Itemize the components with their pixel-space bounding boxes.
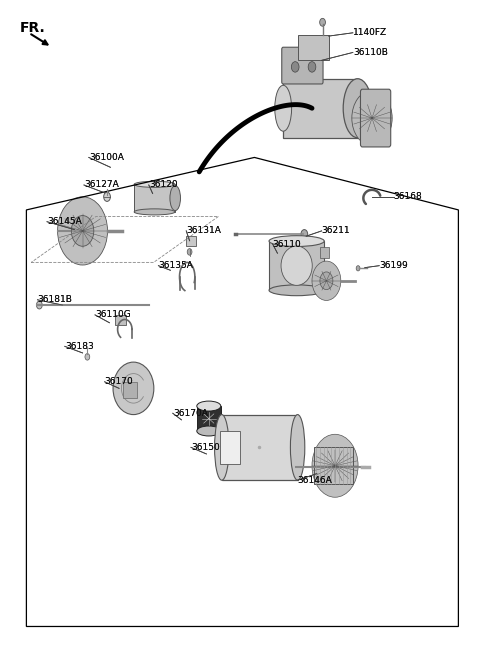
Bar — [220, 431, 240, 464]
Text: 36170: 36170 — [105, 377, 133, 386]
Ellipse shape — [197, 426, 221, 436]
Ellipse shape — [275, 85, 291, 131]
Circle shape — [85, 354, 90, 360]
Text: 36131A: 36131A — [186, 226, 221, 236]
Bar — [314, 447, 353, 484]
Bar — [186, 236, 196, 246]
Circle shape — [301, 230, 308, 239]
Text: 36199: 36199 — [379, 261, 408, 270]
Text: 36168: 36168 — [394, 192, 422, 201]
Ellipse shape — [269, 285, 324, 296]
Text: 36131A: 36131A — [186, 226, 221, 236]
Text: 36211: 36211 — [322, 226, 350, 236]
Circle shape — [72, 216, 94, 246]
Bar — [115, 315, 126, 325]
Text: 36183: 36183 — [65, 342, 94, 351]
Text: 36181B: 36181B — [37, 295, 72, 304]
Bar — [283, 79, 358, 138]
Text: 36135A: 36135A — [158, 261, 193, 270]
Circle shape — [312, 434, 358, 497]
Text: 36170: 36170 — [105, 377, 133, 386]
Ellipse shape — [170, 186, 180, 211]
Text: 36170A: 36170A — [173, 409, 208, 418]
Circle shape — [356, 266, 360, 271]
Text: 36211: 36211 — [322, 226, 350, 236]
Text: 36100A: 36100A — [89, 153, 124, 162]
Ellipse shape — [281, 246, 312, 285]
Text: 36145A: 36145A — [47, 217, 82, 226]
Circle shape — [104, 192, 110, 201]
Circle shape — [291, 62, 299, 72]
Text: 36110G: 36110G — [95, 310, 131, 319]
Bar — [269, 241, 324, 290]
Text: 36135A: 36135A — [158, 261, 193, 270]
Text: 36181B: 36181B — [37, 295, 72, 304]
Circle shape — [363, 106, 381, 131]
Circle shape — [320, 272, 333, 290]
Text: 36110G: 36110G — [95, 310, 131, 319]
Ellipse shape — [134, 181, 175, 188]
Bar — [197, 406, 221, 431]
Bar — [134, 184, 175, 212]
Circle shape — [324, 451, 346, 480]
Bar — [123, 382, 137, 398]
Bar — [320, 247, 329, 258]
FancyBboxPatch shape — [282, 47, 323, 84]
Bar — [298, 35, 329, 60]
Bar — [320, 274, 329, 284]
Ellipse shape — [113, 362, 154, 415]
Circle shape — [352, 91, 392, 146]
Text: 36110B: 36110B — [353, 48, 388, 57]
Text: 36120: 36120 — [149, 180, 178, 190]
Ellipse shape — [215, 415, 229, 480]
Ellipse shape — [269, 236, 324, 247]
Circle shape — [320, 18, 325, 26]
Text: 1140FZ: 1140FZ — [353, 28, 387, 37]
Text: 36127A: 36127A — [84, 180, 119, 190]
Text: 36146A: 36146A — [298, 476, 332, 485]
Text: 36199: 36199 — [379, 261, 408, 270]
Text: 36150: 36150 — [191, 443, 220, 452]
Text: 36168: 36168 — [394, 192, 422, 201]
FancyBboxPatch shape — [360, 89, 391, 147]
Text: 36170A: 36170A — [173, 409, 208, 418]
Text: 36145A: 36145A — [47, 217, 82, 226]
Circle shape — [58, 197, 108, 265]
Text: 36183: 36183 — [65, 342, 94, 351]
Ellipse shape — [343, 79, 372, 138]
Bar — [222, 415, 298, 480]
Text: 36146A: 36146A — [298, 476, 332, 485]
Text: FR.: FR. — [20, 21, 46, 35]
Text: 36150: 36150 — [191, 443, 220, 452]
Circle shape — [308, 62, 316, 72]
Text: 36100A: 36100A — [89, 153, 124, 162]
Ellipse shape — [134, 209, 175, 215]
Ellipse shape — [290, 415, 305, 480]
Circle shape — [187, 249, 192, 255]
Text: 1140FZ: 1140FZ — [353, 28, 387, 37]
Text: 36110: 36110 — [273, 239, 301, 249]
Text: 36110: 36110 — [273, 239, 301, 249]
Circle shape — [36, 301, 42, 309]
Ellipse shape — [197, 401, 221, 411]
Text: 36127A: 36127A — [84, 180, 119, 190]
Circle shape — [312, 261, 341, 300]
Text: 36120: 36120 — [149, 180, 178, 190]
Text: 36110B: 36110B — [353, 48, 388, 57]
